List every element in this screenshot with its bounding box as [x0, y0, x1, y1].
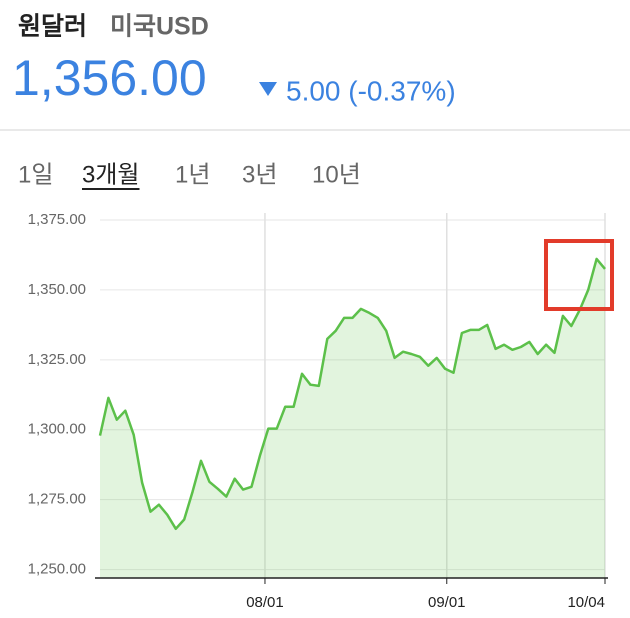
y-tick-label: 1,325.00	[28, 351, 86, 368]
title: 원달러	[18, 13, 87, 41]
area	[100, 258, 605, 578]
x-tick-label: 09/01	[428, 594, 466, 611]
y-tick-label: 1,275.00	[28, 491, 86, 508]
highlight-box	[544, 239, 614, 311]
tab[interactable]: 1년	[175, 161, 210, 188]
price: 1,356.00	[12, 50, 207, 106]
tabs: 1일 3개월 1년 3년 10년	[18, 161, 361, 190]
tab[interactable]: 1일	[18, 161, 53, 188]
y-tick-label: 1,375.00	[28, 211, 86, 228]
chart: 1,250.00 1,275.00 1,300.00 1,325.00 1,350.00…	[28, 211, 608, 611]
y-tick-label: 1,250.00	[28, 561, 86, 578]
down-arrow	[259, 82, 277, 96]
change: 5.00 (-0.37%)	[286, 75, 456, 106]
subtitle: 미국USD	[110, 13, 209, 41]
y-tick-label: 1,350.00	[28, 281, 86, 298]
y-tick-label: 1,300.00	[28, 421, 86, 438]
line	[98, 257, 606, 531]
x-tick-label: 10/04	[567, 594, 605, 611]
x-tick-label: 08/01	[246, 594, 284, 611]
tab[interactable]: 3개월	[82, 161, 140, 188]
tab[interactable]: 10년	[312, 161, 361, 188]
tab[interactable]: 3년	[242, 161, 277, 188]
